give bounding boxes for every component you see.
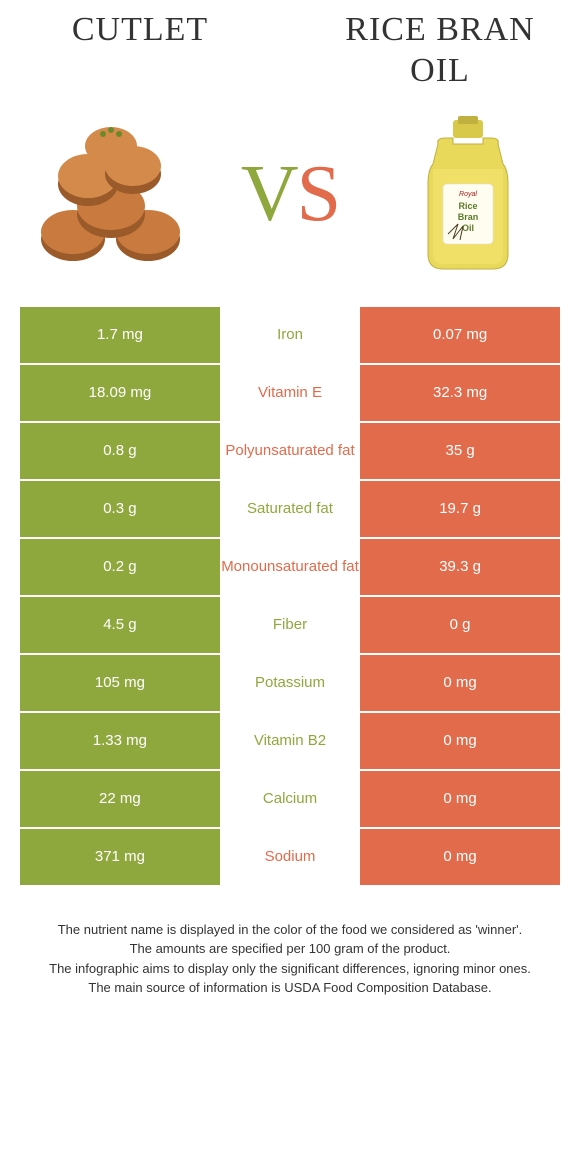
left-value-cell: 105 mg <box>20 655 220 711</box>
nutrient-name-cell: Saturated fat <box>220 481 360 537</box>
cutlet-icon <box>33 114 193 274</box>
table-row: 371 mgSodium0 mg <box>20 829 560 885</box>
table-row: 0.3 gSaturated fat19.7 g <box>20 481 560 537</box>
nutrient-name-cell: Polyunsaturated fat <box>220 423 360 479</box>
vs-v: V <box>241 150 297 238</box>
footnote-line: The amounts are specified per 100 gram o… <box>30 939 550 959</box>
table-row: 4.5 gFiber0 g <box>20 597 560 653</box>
oil-image: Royal Rice Bran Oil <box>385 112 550 277</box>
right-value-cell: 19.7 g <box>360 481 560 537</box>
right-value-cell: 39.3 g <box>360 539 560 595</box>
table-row: 1.7 mgIron0.07 mg <box>20 307 560 363</box>
footnotes: The nutrient name is displayed in the co… <box>20 920 560 998</box>
left-value-cell: 22 mg <box>20 771 220 827</box>
right-value-cell: 35 g <box>360 423 560 479</box>
svg-text:Oil: Oil <box>461 223 473 233</box>
nutrient-name-cell: Vitamin B2 <box>220 713 360 769</box>
comparison-table: 1.7 mgIron0.07 mg18.09 mgVitamin E32.3 m… <box>20 307 560 885</box>
table-row: 105 mgPotassium0 mg <box>20 655 560 711</box>
left-value-cell: 18.09 mg <box>20 365 220 421</box>
left-value-cell: 371 mg <box>20 829 220 885</box>
left-value-cell: 1.33 mg <box>20 713 220 769</box>
table-row: 22 mgCalcium0 mg <box>20 771 560 827</box>
svg-text:Bran: Bran <box>457 212 478 222</box>
left-value-cell: 0.2 g <box>20 539 220 595</box>
table-row: 18.09 mgVitamin E32.3 mg <box>20 365 560 421</box>
svg-text:Rice: Rice <box>458 201 477 211</box>
footnote-line: The nutrient name is displayed in the co… <box>30 920 550 940</box>
vs-s: S <box>297 150 340 238</box>
nutrient-name-cell: Monounsaturated fat <box>220 539 360 595</box>
right-value-cell: 0 mg <box>360 655 560 711</box>
nutrient-name-cell: Fiber <box>220 597 360 653</box>
right-value-cell: 0 mg <box>360 771 560 827</box>
nutrient-name-cell: Vitamin E <box>220 365 360 421</box>
right-food-title: Rice bran oil <box>320 10 560 92</box>
left-value-cell: 0.8 g <box>20 423 220 479</box>
left-value-cell: 1.7 mg <box>20 307 220 363</box>
vs-label: VS <box>241 149 339 240</box>
nutrient-name-cell: Potassium <box>220 655 360 711</box>
footnote-line: The infographic aims to display only the… <box>30 959 550 979</box>
table-row: 0.2 gMonounsaturated fat39.3 g <box>20 539 560 595</box>
left-value-cell: 0.3 g <box>20 481 220 537</box>
cutlet-image <box>30 112 195 277</box>
title-row: Cutlet Rice bran oil <box>20 10 560 92</box>
svg-text:Royal: Royal <box>459 191 477 198</box>
left-food-title: Cutlet <box>20 10 260 51</box>
right-value-cell: 32.3 mg <box>360 365 560 421</box>
nutrient-name-cell: Calcium <box>220 771 360 827</box>
nutrient-name-cell: Iron <box>220 307 360 363</box>
right-value-cell: 0 mg <box>360 829 560 885</box>
table-row: 0.8 gPolyunsaturated fat35 g <box>20 423 560 479</box>
images-row: VS Royal Rice Bran Oil <box>20 112 560 277</box>
left-value-cell: 4.5 g <box>20 597 220 653</box>
right-value-cell: 0 mg <box>360 713 560 769</box>
nutrient-name-cell: Sodium <box>220 829 360 885</box>
right-value-cell: 0.07 mg <box>360 307 560 363</box>
table-row: 1.33 mgVitamin B20 mg <box>20 713 560 769</box>
oil-bottle-icon: Royal Rice Bran Oil <box>408 114 528 274</box>
footnote-line: The main source of information is USDA F… <box>30 978 550 998</box>
right-value-cell: 0 g <box>360 597 560 653</box>
infographic-container: Cutlet Rice bran oil VS <box>0 0 580 1008</box>
